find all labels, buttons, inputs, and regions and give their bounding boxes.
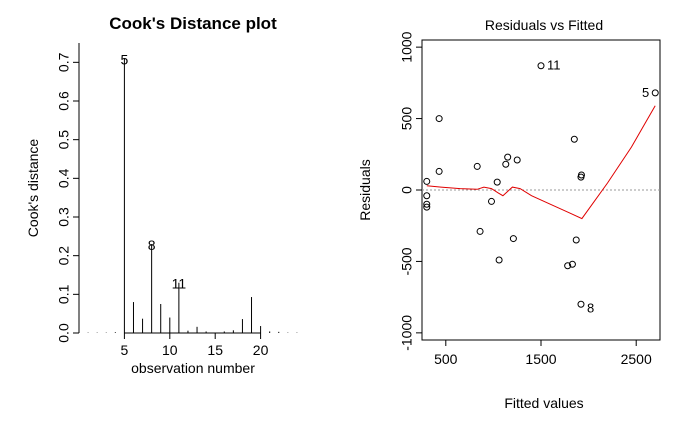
residual-point [435,115,443,123]
residual-point [572,236,580,244]
cooks-distance-panel: Cook's Distance plot 0.00.10.20.30.40.50… [25,14,298,376]
residual-point-label: 11 [547,58,561,73]
cooks-y-tick-label: 0.6 [56,91,72,111]
residuals-y-tick-label: -1000 [399,315,415,351]
cooks-x-tick-label: 5 [121,342,129,358]
residuals-y-tick-label: 0 [399,186,415,194]
cooks-y-tick-label: 0.2 [56,246,72,266]
residuals-y-tick-label: 1000 [399,31,415,62]
residual-point [577,300,585,308]
residuals-plot-frame [421,39,661,341]
cooks-y-ticks: 0.0 0.1 0.2 0.3 0.4 0.5 0.6 0.7 [56,52,79,343]
residual-point [423,177,431,185]
residuals-panel: Residuals vs Fitted -1000 -500 0 500 1000 50… [357,17,661,411]
residual-point [568,260,576,268]
residual-point [502,160,510,168]
cooks-y-axis-label: Cook's distance [25,139,41,238]
residuals-x-tick-label: 1500 [525,351,556,367]
residual-point [476,227,484,235]
cooks-x-tick-label: 10 [162,342,178,358]
residual-point [473,162,481,170]
residual-point [537,62,545,70]
cooks-y-tick-label: 0.3 [56,207,72,227]
residuals-y-tick-label: 500 [399,107,415,131]
smooth-line [426,105,656,220]
cooks-y-tick-label: 0.0 [56,323,72,343]
residual-point [495,256,503,264]
cooks-bars [87,58,298,333]
residuals-y-axis-label: Residuals [357,159,373,220]
cooks-chart-title: Cook's Distance plot [109,14,277,33]
residual-point [504,153,512,161]
residual-point [435,167,443,175]
residual-point [577,171,585,179]
residual-point [513,156,521,164]
residual-point [509,235,517,243]
residuals-x-tick-label: 2500 [621,351,652,367]
cooks-y-tick-label: 0.5 [56,130,72,150]
residuals-y-ticks: -1000 -500 0 500 1000 [399,31,422,351]
residual-points: 11 5 8 [423,58,659,315]
cooks-y-tick-label: 0.1 [56,284,72,304]
residuals-y-tick-label: -500 [399,247,415,275]
residual-point-label: 8 [587,300,594,315]
cooks-x-tick-label: 20 [253,342,269,358]
residual-point [564,262,572,270]
cooks-point-label: 11 [172,276,187,292]
cooks-x-axis-label: observation number [131,360,255,376]
residuals-x-axis-label: Fitted values [504,395,583,411]
residuals-x-tick-label: 500 [434,351,458,367]
residual-point [423,200,431,208]
cooks-y-tick-label: 0.7 [56,52,72,72]
residual-point-label: 5 [642,85,649,100]
residual-point [423,203,431,211]
residuals-chart-title: Residuals vs Fitted [485,17,603,33]
residual-point [651,89,659,97]
residual-point [487,197,495,205]
residuals-x-ticks: 500 1500 2500 [434,340,652,367]
residual-point [570,135,578,143]
residual-point [493,178,501,186]
cooks-x-tick-label: 15 [207,342,223,358]
cooks-point-label: 5 [121,51,129,67]
cooks-annotations: 5 8 11 [121,51,187,291]
residual-point [423,192,431,200]
cooks-x-ticks: 5 10 15 20 [121,333,269,358]
cooks-point-label: 8 [148,237,156,253]
cooks-y-tick-label: 0.4 [56,168,72,188]
